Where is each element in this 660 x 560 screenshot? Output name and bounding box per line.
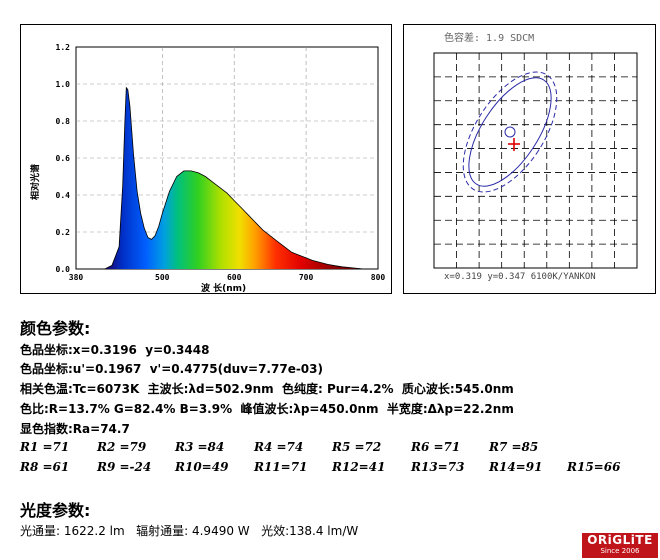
cie-grid bbox=[433, 52, 638, 269]
cie-panel: 色容差: 1.9 SDCM x=0.319 y=0.347 6100K/YANK… bbox=[403, 24, 656, 294]
color-ratio-line: 色比:R=13.7% G=82.4% B=3.9% 峰值波长:λp=450.0n… bbox=[20, 402, 514, 416]
x-tick-label: 600 bbox=[227, 273, 242, 282]
ri-value: R6 =71 bbox=[411, 440, 461, 454]
cie-footer: x=0.319 y=0.347 6100K/YANKON bbox=[444, 272, 596, 282]
y-tick-label: 0.8 bbox=[56, 117, 71, 126]
y-tick-label: 0.2 bbox=[56, 228, 71, 237]
cie-title: 色容差: 1.9 SDCM bbox=[444, 31, 534, 44]
cct-wavelength-line: 相关色温:Tc=6073K 主波长:λd=502.9nm 色纯度: Pur=4.… bbox=[20, 382, 514, 396]
x-tick-label: 500 bbox=[155, 273, 170, 282]
ri-value: R2 =79 bbox=[97, 440, 147, 454]
y-tick-label: 1.0 bbox=[56, 80, 71, 89]
brand-logo: ORiGLiTE Since 2006 bbox=[582, 533, 658, 558]
target-circle bbox=[504, 126, 516, 138]
measured-point-cross bbox=[508, 138, 520, 151]
spectrum-x-ticks: 380 500 600 700 800 bbox=[69, 273, 386, 282]
spectrum-chart: 0.0 0.2 0.4 0.6 0.8 1.0 1.2 380 500 600 700 800 相对… bbox=[29, 43, 386, 293]
chromaticity-uv: 色品坐标:u'=0.1967 v'=0.4775(duv=7.77e-03) bbox=[20, 362, 323, 376]
cri-line: 显色指数:Ra=74.7 bbox=[20, 422, 130, 436]
x-tick-label: 800 bbox=[371, 273, 386, 282]
ri-value: R8 =61 bbox=[20, 460, 70, 474]
tolerance-ellipse-inner bbox=[468, 77, 552, 187]
cie-chart: 色容差: 1.9 SDCM x=0.319 y=0.347 6100K/YANK… bbox=[433, 31, 638, 282]
ri-value: R1 =71 bbox=[20, 440, 70, 454]
y-tick-label: 1.2 bbox=[56, 43, 71, 52]
ri-value: R11=71 bbox=[254, 460, 308, 474]
spectrum-area bbox=[104, 87, 364, 269]
luminous-params-title: 光度参数: bbox=[20, 501, 91, 520]
ri-value: R10=49 bbox=[175, 460, 229, 474]
ri-value: R14=91 bbox=[489, 460, 543, 474]
y-tick-label: 0.6 bbox=[56, 154, 71, 163]
luminous-line: 光通量: 1622.2 lm 辐射通量: 4.9490 W 光效:138.4 l… bbox=[20, 524, 359, 538]
chromaticity-xy: 色品坐标:x=0.3196 y=0.3448 bbox=[20, 343, 210, 357]
ri-value: R7 =85 bbox=[489, 440, 539, 454]
ri-value: R3 =84 bbox=[175, 440, 225, 454]
color-params-title: 颜色参数: bbox=[20, 319, 91, 338]
logo-since: Since 2006 bbox=[600, 547, 640, 555]
y-tick-label: 0.0 bbox=[56, 265, 71, 274]
x-tick-label: 700 bbox=[299, 273, 314, 282]
ri-value: R15=66 bbox=[567, 460, 621, 474]
spectrum-y-label: 相对光谱 bbox=[29, 164, 41, 200]
ri-value: R12=41 bbox=[332, 460, 386, 474]
spectrum-y-ticks: 0.0 0.2 0.4 0.6 0.8 1.0 1.2 bbox=[56, 43, 71, 274]
logo-brand: ORiGLiTE bbox=[587, 533, 653, 547]
ri-value: R4 =74 bbox=[254, 440, 304, 454]
x-tick-label: 380 bbox=[69, 273, 84, 282]
ri-value: R5 =72 bbox=[332, 440, 382, 454]
spectrum-line bbox=[104, 86, 364, 270]
ri-value: R9 =-24 bbox=[97, 460, 152, 474]
cie-plot-frame bbox=[433, 52, 638, 269]
spectrum-x-label: 波 长(nm) bbox=[201, 282, 246, 293]
y-tick-label: 0.4 bbox=[56, 191, 71, 200]
ri-value: R13=73 bbox=[411, 460, 465, 474]
spectrum-panel: 0.0 0.2 0.4 0.6 0.8 1.0 1.2 380 500 600 700 800 相对… bbox=[20, 24, 392, 294]
tolerance-ellipse-outer bbox=[462, 71, 558, 193]
